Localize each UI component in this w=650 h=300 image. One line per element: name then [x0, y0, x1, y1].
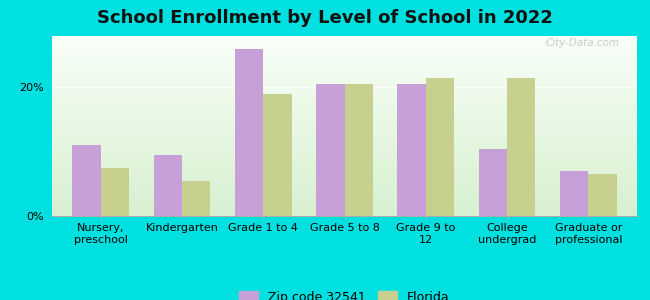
- Bar: [344, 84, 373, 216]
- Bar: [426, 78, 454, 216]
- Legend: Zip code 32541, Florida: Zip code 32541, Florida: [239, 291, 450, 300]
- Text: School Enrollment by Level of School in 2022: School Enrollment by Level of School in …: [97, 9, 553, 27]
- Bar: [397, 84, 426, 216]
- Bar: [72, 145, 101, 216]
- Bar: [478, 148, 507, 216]
- Text: City-Data.com: City-Data.com: [545, 38, 619, 48]
- Bar: [560, 171, 588, 216]
- Bar: [182, 181, 211, 216]
- Bar: [316, 84, 344, 216]
- Bar: [507, 78, 536, 216]
- Bar: [263, 94, 292, 216]
- Bar: [101, 168, 129, 216]
- Bar: [588, 174, 617, 216]
- Bar: [235, 49, 263, 216]
- Bar: [153, 155, 182, 216]
